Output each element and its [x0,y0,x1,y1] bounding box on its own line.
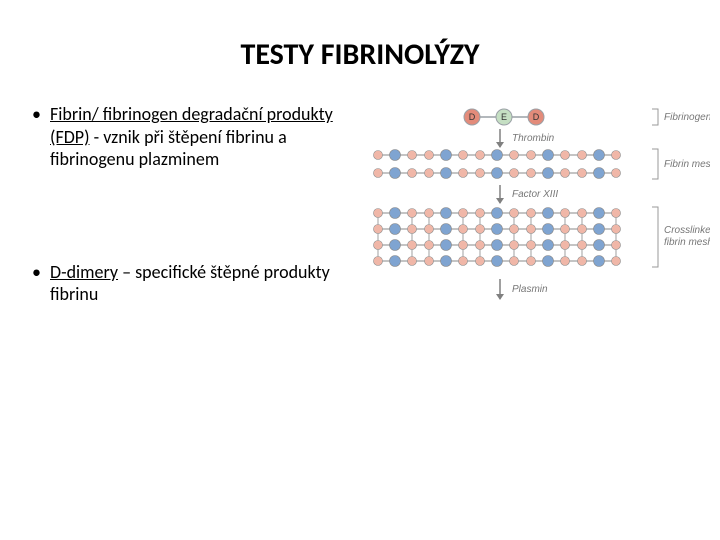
svg-text:fibrin mesh: fibrin mesh [664,237,710,248]
content-row: • Fibrin/ fibrinogen degradační produkty… [0,83,720,443]
svg-text:Factor XIII: Factor XIII [512,189,558,200]
bullet-column: • Fibrin/ fibrinogen degradační produkty… [32,103,360,443]
svg-text:Thrombin: Thrombin [512,133,555,144]
bullet-text: Fibrin/ fibrinogen degradační produkty (… [50,103,350,171]
bullet-item: • Fibrin/ fibrinogen degradační produkty… [32,103,350,171]
svg-text:Fibrinogen: Fibrinogen [664,112,710,123]
svg-text:Crosslinked: Crosslinked [664,225,710,236]
svg-text:Fibrin mesh: Fibrin mesh [664,159,710,170]
bullet-text: D-dimery – specifické štěpné produkty fi… [50,261,350,306]
bullet-dot: • [32,261,50,306]
svg-text:D: D [533,112,540,122]
bullet-underlined: D-dimery [50,261,118,283]
svg-text:E: E [501,112,507,122]
diagram-column: D E D Fibrinogen Thrombin Factor XIII Fibrin m… [360,103,710,443]
svg-text:Plasmin: Plasmin [512,284,548,295]
page-title: TESTY FIBRINOLÝZY [0,0,720,83]
bullet-item: • D-dimery – specifické štěpné produkty … [32,261,350,306]
svg-text:D: D [469,112,476,122]
fibrinolysis-diagram: D E D Fibrinogen Thrombin Factor XIII Fibrin m… [360,103,710,383]
bullet-dot: • [32,103,50,171]
